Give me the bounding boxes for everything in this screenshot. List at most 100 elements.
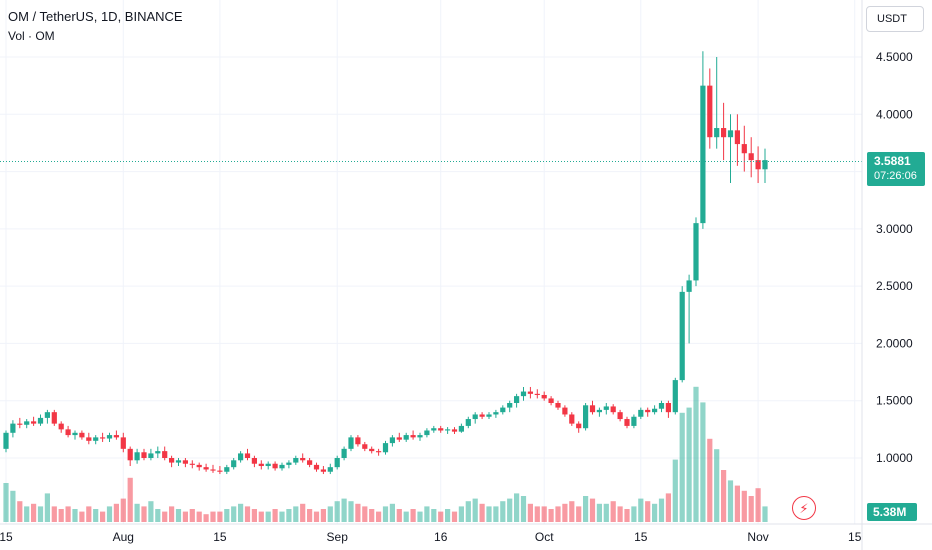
- volume-bar: [734, 485, 740, 522]
- candle-body: [638, 409, 644, 417]
- candle-body: [576, 423, 582, 429]
- candle: [134, 448, 140, 464]
- candle-body: [465, 419, 471, 426]
- candle-body: [707, 85, 713, 138]
- candle-body: [348, 437, 354, 449]
- candle-body: [438, 428, 444, 431]
- candle: [603, 403, 609, 415]
- candle: [141, 448, 147, 461]
- volume-bar: [534, 506, 540, 522]
- candle-body: [679, 291, 685, 381]
- candle: [652, 405, 658, 415]
- volume-bar: [631, 506, 637, 522]
- volume-bar: [755, 488, 761, 522]
- volume-bar: [93, 509, 99, 522]
- candle-body: [645, 409, 651, 413]
- volume-bar: [286, 509, 292, 522]
- volume-legend[interactable]: Vol · OM: [8, 29, 55, 43]
- candle: [251, 455, 257, 468]
- candle: [203, 463, 209, 472]
- time-axis[interactable]: 15Aug15Sep16Oct15Nov15Dec: [0, 530, 932, 544]
- candle-body: [86, 437, 92, 441]
- candle-body: [175, 460, 182, 463]
- candle: [258, 460, 264, 470]
- candle-body: [748, 153, 754, 161]
- currency-button[interactable]: USDT: [866, 6, 924, 32]
- candle-body: [31, 421, 37, 424]
- volume-bar: [37, 506, 44, 522]
- symbol-title[interactable]: OM / TetherUS, 1D, BINANCE: [8, 9, 183, 24]
- volume-bar: [348, 501, 354, 522]
- candle-body: [293, 458, 299, 463]
- volume-bar: [148, 501, 154, 522]
- candle: [569, 412, 575, 426]
- candle-body: [417, 435, 423, 438]
- candle: [721, 102, 727, 161]
- candle: [272, 461, 278, 471]
- candle: [541, 391, 547, 401]
- candle: [382, 440, 389, 455]
- candle: [65, 425, 71, 438]
- volume-bar: [313, 511, 320, 522]
- volume-bar: [362, 506, 368, 522]
- volume-bar: [541, 506, 547, 522]
- candle: [638, 407, 644, 420]
- candle: [231, 458, 237, 470]
- x-tick-label: Sep: [327, 530, 349, 544]
- volume-bar: [120, 498, 126, 522]
- volume-bar: [258, 511, 264, 522]
- candle-body: [148, 453, 154, 458]
- candle-body: [658, 403, 665, 409]
- candle: [196, 462, 202, 471]
- candle: [465, 416, 471, 429]
- candle: [169, 455, 175, 468]
- candle-body: [583, 405, 589, 429]
- volume-bar: [251, 509, 257, 522]
- lightning-icon[interactable]: ⚡︎: [792, 496, 816, 520]
- candle: [507, 400, 513, 413]
- candle: [51, 409, 57, 426]
- volume-bar: [472, 498, 478, 522]
- candle-body: [555, 403, 561, 408]
- candle: [424, 428, 430, 438]
- candle: [79, 430, 85, 440]
- volume-bar: [307, 509, 313, 522]
- candle-body: [210, 469, 216, 471]
- volume-bar: [527, 503, 533, 522]
- volume-bar: [79, 511, 85, 522]
- volume-bar: [272, 509, 278, 522]
- volume-bar: [210, 511, 216, 522]
- x-tick-label: 15: [213, 530, 227, 544]
- candle-body: [155, 451, 161, 454]
- candle-body: [224, 467, 230, 472]
- candle: [72, 430, 78, 440]
- volume-bar: [576, 506, 582, 522]
- volume-bar: [376, 511, 382, 522]
- candle-body: [244, 453, 251, 458]
- volume-bar: [458, 506, 464, 522]
- candle-body: [376, 451, 382, 453]
- candle-body: [17, 423, 23, 425]
- candle: [520, 386, 527, 401]
- volume-bar: [189, 509, 195, 522]
- volume-bar: [3, 483, 9, 522]
- candle: [741, 125, 747, 172]
- candle: [341, 446, 347, 461]
- volume-bar: [431, 509, 437, 522]
- last-price-tag: 3.5881 07:26:06: [867, 152, 925, 186]
- y-tick-label: 3.0000: [876, 222, 913, 236]
- candle-body: [458, 425, 464, 432]
- candle-body: [721, 128, 727, 138]
- volume-bar: [369, 509, 375, 522]
- candle: [148, 448, 154, 461]
- volume-bar: [175, 509, 182, 522]
- volume-bar: [106, 506, 113, 522]
- price-axis[interactable]: 1.00001.50002.00002.50003.00003.50004.00…: [876, 50, 913, 465]
- candle-body: [762, 160, 768, 170]
- volume-bar: [134, 503, 140, 522]
- candle: [106, 432, 113, 442]
- candle: [369, 446, 375, 454]
- candle-body: [37, 417, 44, 424]
- candle: [189, 460, 195, 469]
